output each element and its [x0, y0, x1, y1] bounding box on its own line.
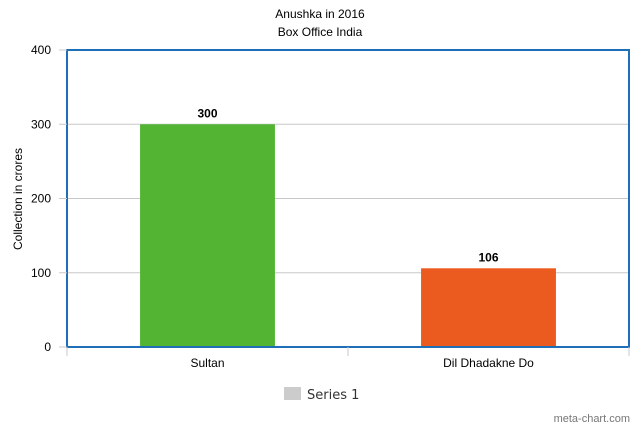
chart-title: Anushka in 2016 — [275, 7, 365, 21]
y-tick-label: 200 — [31, 192, 51, 206]
credit-text: meta-chart.com — [554, 413, 630, 425]
chart-subtitle: Box Office India — [278, 25, 363, 39]
legend[interactable]: Series 1 — [284, 387, 359, 403]
bar[interactable] — [140, 124, 275, 347]
data-label: 106 — [478, 250, 498, 264]
y-axis-label: Collection in crores — [11, 148, 25, 250]
bar[interactable] — [421, 268, 556, 347]
x-tick-label: Sultan — [190, 356, 224, 370]
bars: 300 106 — [140, 106, 556, 347]
data-label: 300 — [197, 106, 217, 120]
y-tick-label: 100 — [31, 266, 51, 280]
legend-swatch — [284, 387, 301, 400]
y-tick-label: 300 — [31, 117, 51, 131]
y-tick-label: 400 — [31, 43, 51, 57]
legend-label: Series 1 — [307, 388, 359, 403]
y-tick-label: 0 — [44, 340, 51, 354]
x-axis: Sultan Dil Dhadakne Do — [66, 347, 630, 370]
x-tick-label: Dil Dhadakne Do — [443, 356, 534, 370]
y-axis-ticks: 0 100 200 300 400 — [31, 43, 67, 354]
